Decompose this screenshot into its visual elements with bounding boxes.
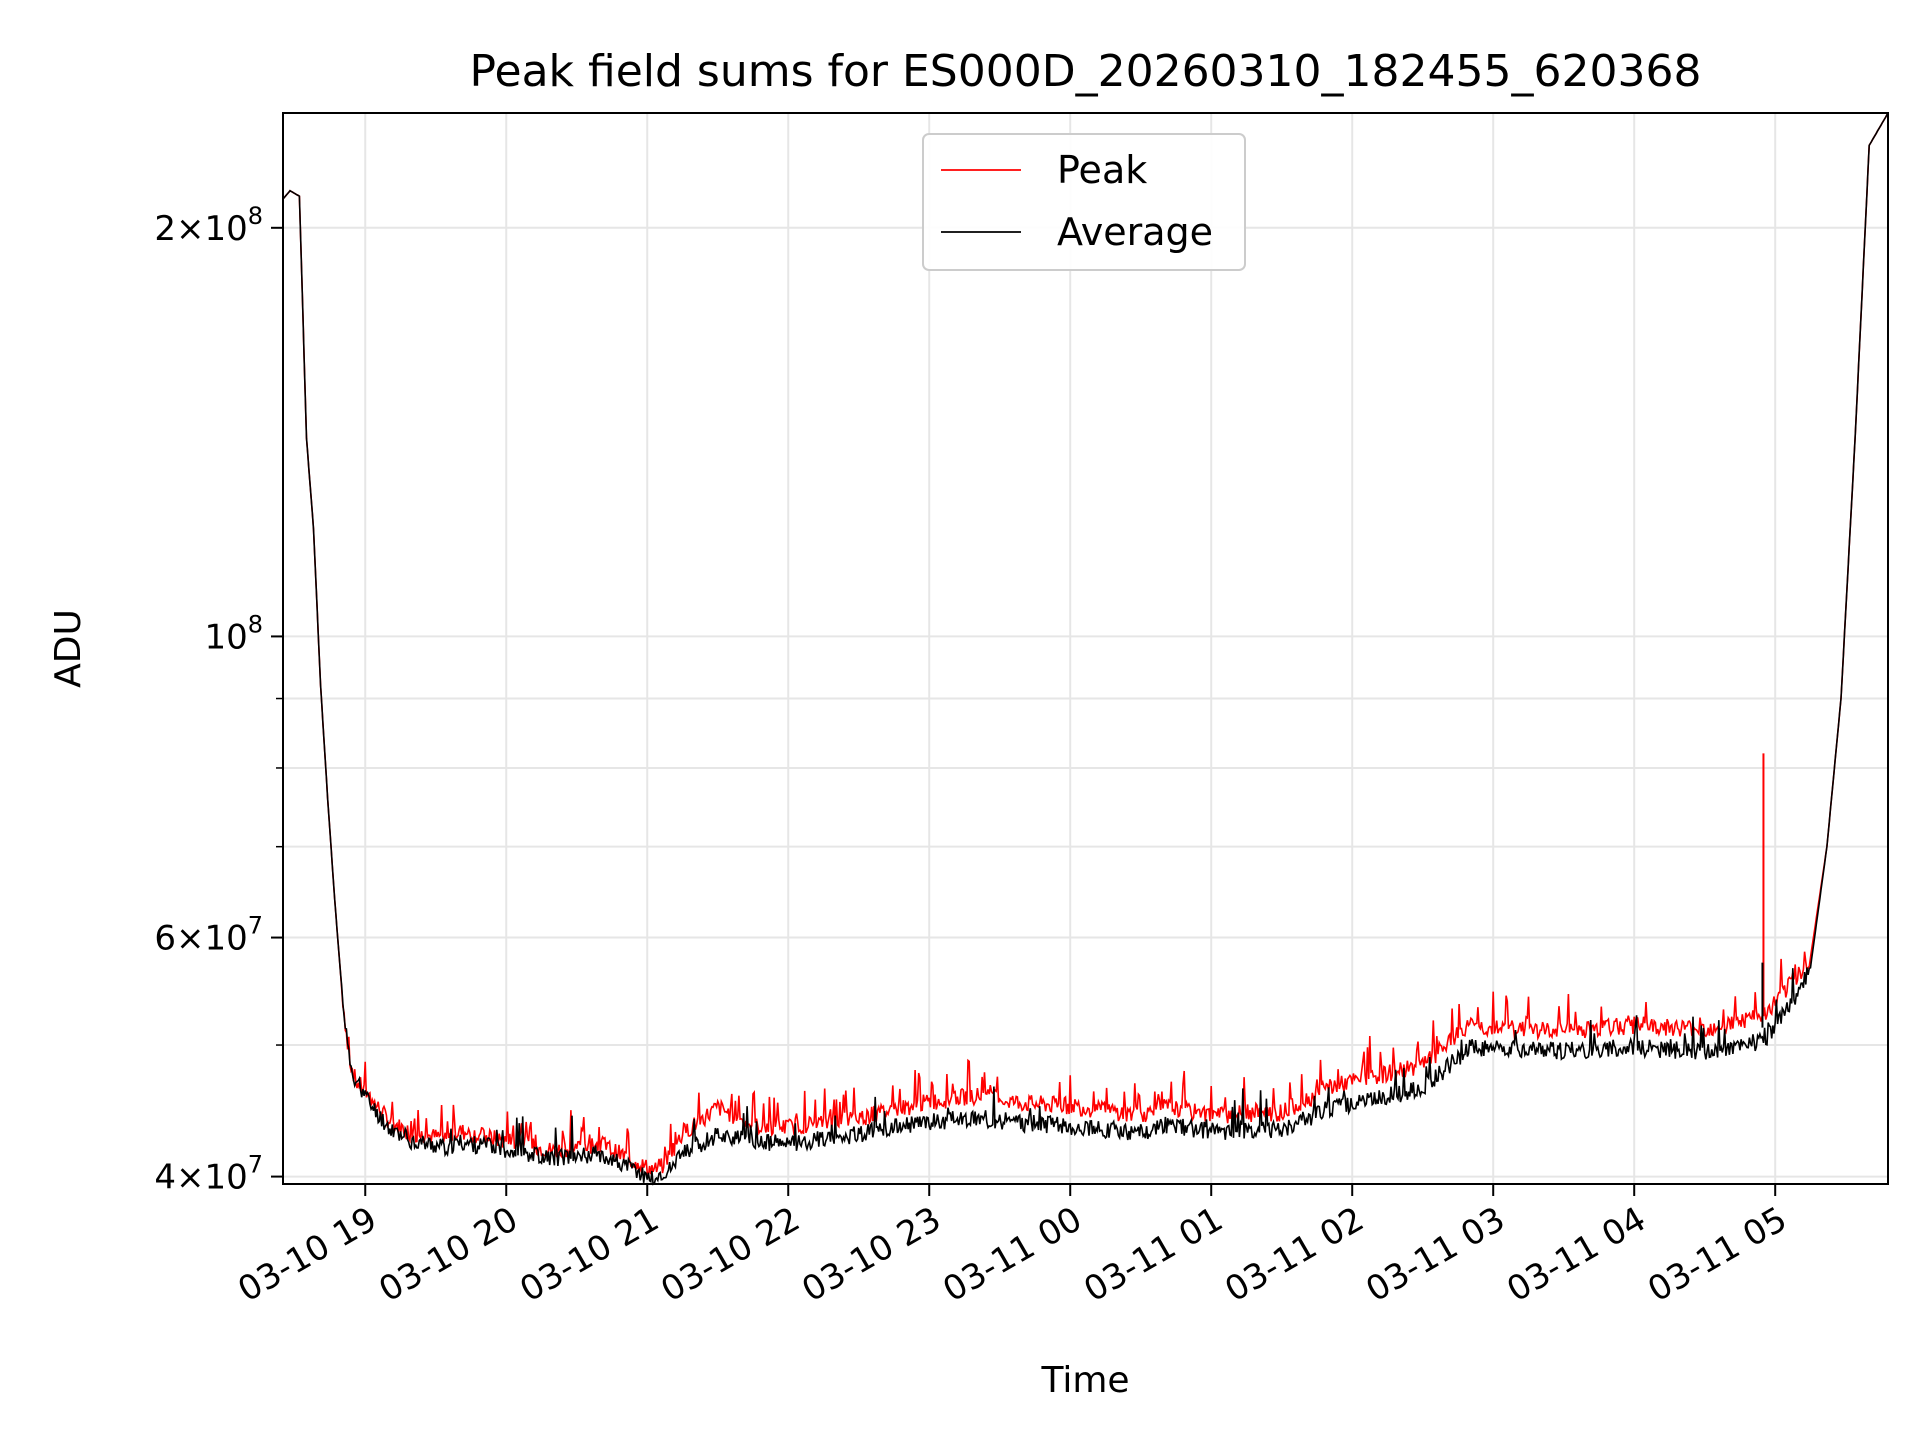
legend: Peak Average bbox=[922, 133, 1246, 271]
y-tick-label: 6×107 bbox=[154, 912, 263, 959]
x-axis-label: Time bbox=[1040, 1360, 1129, 1401]
y-tick-label: 2×108 bbox=[154, 202, 263, 249]
y-tick-label: 108 bbox=[204, 610, 263, 657]
plot-frame bbox=[282, 112, 1889, 1185]
series-line-peak bbox=[282, 112, 1889, 1177]
series-line-average bbox=[282, 112, 1889, 1186]
y-axis: 4×107 6×107 108 2×108 bbox=[154, 202, 283, 1198]
series-layer bbox=[282, 112, 1889, 1186]
y-axis-label: ADU bbox=[48, 609, 89, 688]
legend-box bbox=[922, 133, 1246, 271]
y-tick-label: 4×107 bbox=[154, 1151, 263, 1198]
legend-label-average: Average bbox=[1057, 210, 1213, 254]
chart-title: Peak field sums for ES000D_20260310_1824… bbox=[470, 46, 1702, 97]
legend-label-peak: Peak bbox=[1057, 148, 1147, 192]
